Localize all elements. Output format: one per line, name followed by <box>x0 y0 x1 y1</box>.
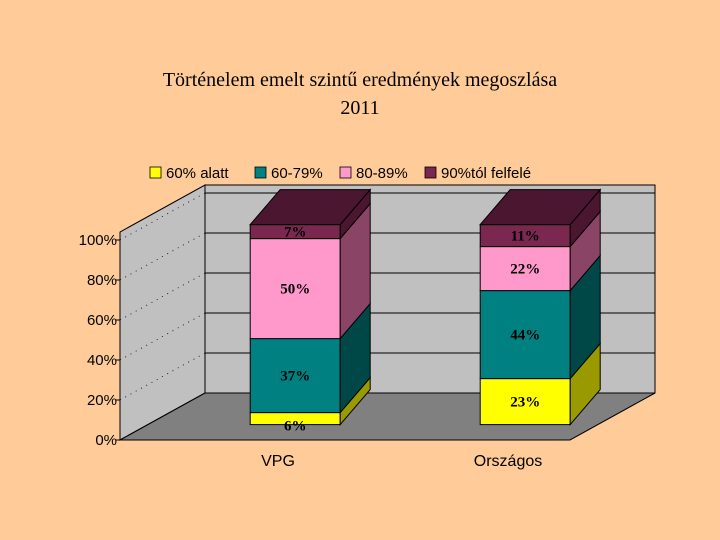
data-label: 6% <box>284 419 307 435</box>
chart-title-line-2: 2011 <box>340 97 380 119</box>
data-label: 44% <box>510 328 540 344</box>
data-label: 37% <box>280 369 310 385</box>
legend-label: 80-89% <box>356 165 408 182</box>
y-tick-label: 0% <box>95 432 117 449</box>
side-gridline <box>119 192 206 241</box>
x-category-label: VPG <box>261 453 295 470</box>
bar-top <box>249 189 372 226</box>
data-label: 23% <box>510 395 540 411</box>
legend-swatch <box>149 166 162 179</box>
bar-segment-front <box>479 246 571 292</box>
data-label: 11% <box>511 229 540 245</box>
y-tick-label: 40% <box>87 352 117 369</box>
y-tick-label: 20% <box>87 392 117 409</box>
bar-group-1: 23% 44% 22% 11% <box>479 188 602 426</box>
x-category-label: Országos <box>474 453 542 470</box>
side-gridline <box>119 272 206 321</box>
y-tick-label: 100% <box>79 232 117 249</box>
y-tick-label: 80% <box>87 272 117 289</box>
legend-label: 60-79% <box>271 165 323 182</box>
chart-title-line-1: Történelem emelt szintű eredmények megos… <box>162 69 558 91</box>
y-tick-label: 60% <box>87 312 117 329</box>
data-label: 7% <box>284 225 307 241</box>
legend-swatch <box>424 166 437 179</box>
side-gridline <box>119 312 206 361</box>
legend: 60% alatt 60-79% 80-89% 90%tól felfelé <box>149 165 531 182</box>
side-gridline <box>119 232 206 281</box>
chart-title: Történelem emelt szintű eredmények megos… <box>0 66 720 122</box>
data-label: 22% <box>510 262 540 278</box>
y-axis: 0% 20% 40% 60% 80% 100% <box>79 232 121 449</box>
bars: 6% 37% 50% 7% 23% 44% 22% 11% <box>249 188 602 435</box>
bar-segment-front <box>249 238 341 340</box>
bar-segment-front <box>249 338 341 414</box>
legend-label: 90%tól felfelé <box>441 165 531 182</box>
legend-label: 60% alatt <box>166 165 229 182</box>
bar-segment-front <box>479 378 571 426</box>
data-label: 50% <box>280 282 310 298</box>
legend-swatch <box>339 166 352 179</box>
x-axis: VPG Országos <box>261 453 542 470</box>
side-gridline <box>119 352 206 401</box>
bar-top <box>479 189 602 226</box>
legend-swatch <box>254 166 267 179</box>
bar-group-0: 6% 37% 50% 7% <box>249 188 372 435</box>
